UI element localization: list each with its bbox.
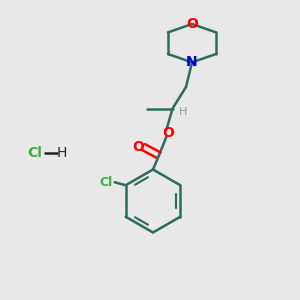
Text: Cl: Cl — [100, 176, 113, 189]
Text: Cl: Cl — [27, 146, 42, 160]
Text: H: H — [56, 146, 67, 160]
Text: O: O — [186, 17, 198, 31]
Text: O: O — [162, 127, 174, 140]
Text: O: O — [133, 140, 145, 154]
Text: N: N — [186, 56, 198, 69]
Text: H: H — [179, 106, 187, 117]
